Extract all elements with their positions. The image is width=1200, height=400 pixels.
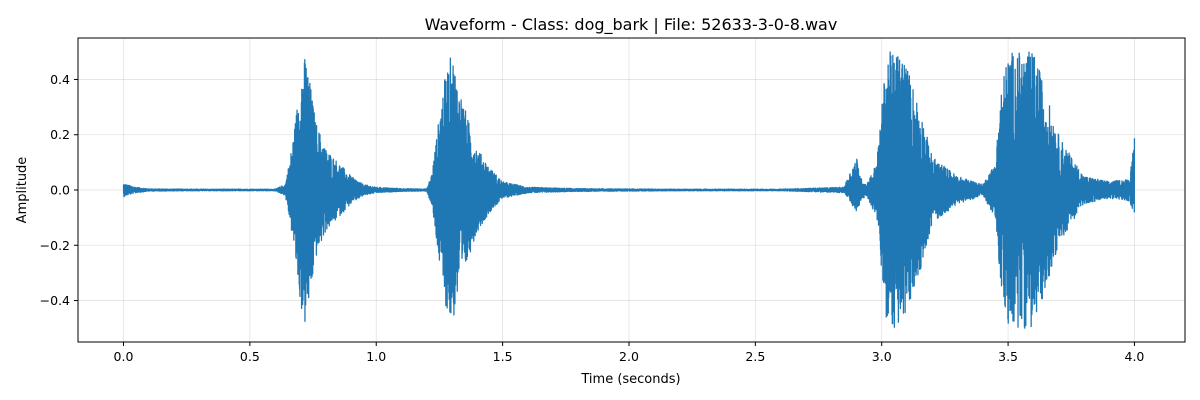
x-axis: 0.0 0.5 1.0 1.5 2.0 2.5 3.0 3.5 4.0 bbox=[114, 342, 1145, 364]
x-tick-label: 4.0 bbox=[1125, 349, 1145, 364]
x-tick-label: 3.5 bbox=[998, 349, 1018, 364]
y-tick-label: 0.0 bbox=[50, 183, 70, 198]
y-tick-label: 0.2 bbox=[50, 127, 70, 142]
chart-title: Waveform - Class: dog_bark | File: 52633… bbox=[425, 15, 838, 35]
y-axis-label: Amplitude bbox=[15, 157, 30, 224]
series-layer bbox=[122, 51, 1136, 329]
x-tick-label: 1.0 bbox=[366, 349, 386, 364]
x-tick-label: 1.5 bbox=[493, 349, 513, 364]
y-tick-label: 0.4 bbox=[50, 72, 70, 87]
waveform-line bbox=[122, 51, 1136, 329]
x-tick-label: 2.0 bbox=[619, 349, 639, 364]
y-tick-label: −0.2 bbox=[40, 238, 70, 253]
x-tick-label: 3.0 bbox=[872, 349, 892, 364]
x-tick-label: 0.5 bbox=[240, 349, 260, 364]
x-axis-label: Time (seconds) bbox=[580, 372, 680, 387]
y-axis: −0.4 −0.2 0.0 0.2 0.4 bbox=[40, 72, 78, 308]
x-tick-label: 0.0 bbox=[114, 349, 134, 364]
x-tick-label: 2.5 bbox=[745, 349, 765, 364]
y-tick-label: −0.4 bbox=[40, 293, 70, 308]
